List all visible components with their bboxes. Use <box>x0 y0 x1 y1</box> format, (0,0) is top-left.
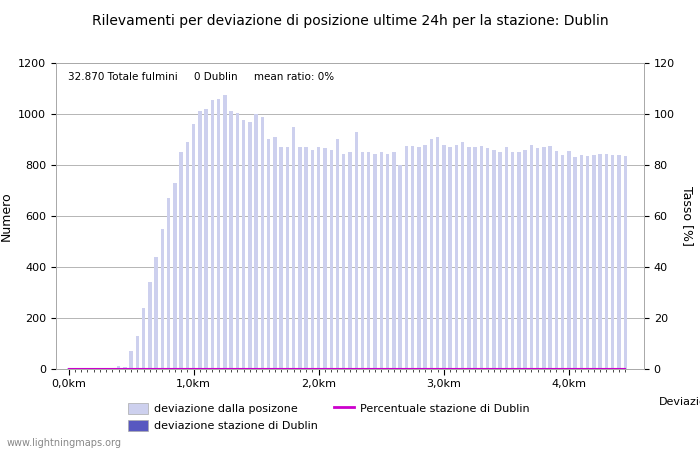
Bar <box>317 147 321 369</box>
Bar <box>354 132 358 369</box>
Bar <box>424 144 427 369</box>
Bar <box>617 155 621 369</box>
Bar <box>286 147 289 369</box>
Bar <box>98 368 102 369</box>
Text: www.lightningmaps.org: www.lightningmaps.org <box>7 438 122 448</box>
Bar <box>255 114 258 369</box>
Bar <box>586 156 589 369</box>
Bar <box>230 112 233 369</box>
Bar <box>292 127 295 369</box>
Bar <box>524 150 527 369</box>
Bar <box>349 152 351 369</box>
Bar <box>186 142 189 369</box>
Bar <box>142 308 146 369</box>
Bar <box>160 229 164 369</box>
Bar <box>223 95 227 369</box>
Bar <box>517 152 521 369</box>
Legend: deviazione dalla posizone, deviazione stazione di Dublin, Percentuale stazione d: deviazione dalla posizone, deviazione st… <box>124 398 534 436</box>
Text: Deviazioni: Deviazioni <box>659 397 700 407</box>
Bar <box>92 368 95 369</box>
Bar <box>117 366 120 369</box>
Bar <box>505 147 508 369</box>
Bar <box>392 152 396 369</box>
Bar <box>267 140 270 369</box>
Bar <box>330 150 333 369</box>
Bar <box>373 153 377 369</box>
Bar <box>173 183 176 369</box>
Bar <box>85 368 89 369</box>
Bar <box>405 146 408 369</box>
Bar <box>386 153 389 369</box>
Bar <box>248 122 251 369</box>
Bar <box>304 147 308 369</box>
Bar <box>592 155 596 369</box>
Bar <box>260 117 264 369</box>
Bar <box>624 156 627 369</box>
Bar <box>298 147 302 369</box>
Bar <box>104 368 108 369</box>
Bar <box>573 158 577 369</box>
Bar <box>611 155 615 369</box>
Bar <box>323 148 327 369</box>
Bar <box>367 152 370 369</box>
Bar <box>79 368 83 369</box>
Y-axis label: Numero: Numero <box>0 191 13 241</box>
Bar <box>279 147 283 369</box>
Bar <box>536 148 540 369</box>
Bar <box>554 151 558 369</box>
Bar <box>530 144 533 369</box>
Bar <box>379 152 383 369</box>
Bar <box>211 100 214 369</box>
Bar <box>480 146 483 369</box>
Bar <box>398 165 402 369</box>
Bar <box>473 147 477 369</box>
Bar <box>449 147 452 369</box>
Bar <box>567 151 570 369</box>
Bar <box>236 112 239 369</box>
Bar <box>179 152 183 369</box>
Bar <box>467 147 470 369</box>
Bar <box>148 282 151 369</box>
Bar <box>580 155 583 369</box>
Bar <box>311 150 314 369</box>
Bar <box>486 148 489 369</box>
Text: 32.870 Totale fulmini     0 Dublin     mean ratio: 0%: 32.870 Totale fulmini 0 Dublin mean rati… <box>68 72 334 82</box>
Text: Rilevamenti per deviazione di posizione ultime 24h per la stazione: Dublin: Rilevamenti per deviazione di posizione … <box>92 14 608 27</box>
Bar <box>430 140 433 369</box>
Bar <box>561 155 564 369</box>
Bar <box>242 120 246 369</box>
Bar <box>192 124 195 369</box>
Bar <box>492 150 496 369</box>
Bar <box>66 368 70 369</box>
Bar <box>417 147 421 369</box>
Bar <box>336 140 340 369</box>
Bar <box>198 112 202 369</box>
Bar <box>204 109 208 369</box>
Bar <box>549 146 552 369</box>
Bar <box>511 152 514 369</box>
Bar <box>442 144 446 369</box>
Bar <box>454 144 458 369</box>
Bar <box>217 99 220 369</box>
Bar <box>111 368 114 369</box>
Bar <box>411 146 414 369</box>
Bar <box>136 336 139 369</box>
Bar <box>461 142 464 369</box>
Bar <box>605 153 608 369</box>
Bar <box>130 351 133 369</box>
Bar <box>155 257 158 369</box>
Bar <box>436 137 440 369</box>
Bar <box>342 153 346 369</box>
Y-axis label: Tasso [%]: Tasso [%] <box>681 186 694 246</box>
Bar <box>273 137 276 369</box>
Bar <box>167 198 170 369</box>
Bar <box>542 147 545 369</box>
Bar <box>498 152 502 369</box>
Bar <box>598 153 602 369</box>
Bar <box>73 368 76 369</box>
Bar <box>360 152 364 369</box>
Bar <box>123 367 127 369</box>
